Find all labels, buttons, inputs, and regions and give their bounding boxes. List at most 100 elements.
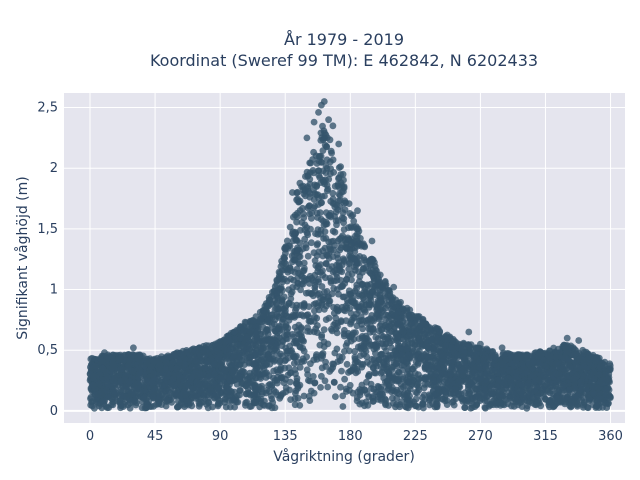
data-point xyxy=(333,345,341,353)
data-point xyxy=(324,340,332,348)
data-point xyxy=(488,352,496,360)
data-point xyxy=(300,392,308,400)
data-point xyxy=(124,351,132,359)
data-point xyxy=(296,197,304,205)
data-point xyxy=(331,182,339,190)
data-point xyxy=(307,387,315,395)
data-point xyxy=(574,400,582,408)
data-point xyxy=(319,217,327,225)
data-point xyxy=(335,197,342,205)
data-point xyxy=(420,331,428,339)
data-point xyxy=(287,290,295,298)
data-point xyxy=(393,394,401,402)
data-point xyxy=(140,395,148,402)
data-point xyxy=(471,403,479,410)
data-point xyxy=(412,402,420,410)
data-point xyxy=(400,383,407,391)
data-point xyxy=(324,252,331,260)
data-point xyxy=(351,353,359,361)
data-point xyxy=(385,370,393,377)
data-point xyxy=(567,396,575,403)
data-point xyxy=(275,275,283,283)
data-point xyxy=(294,280,302,287)
data-point xyxy=(358,363,366,371)
data-point xyxy=(403,370,411,378)
data-point xyxy=(427,336,435,344)
data-point xyxy=(338,241,345,248)
data-point xyxy=(228,397,236,405)
data-point xyxy=(88,354,96,362)
data-point xyxy=(258,318,266,326)
data-point xyxy=(350,223,358,231)
data-point xyxy=(273,281,280,288)
data-point xyxy=(357,352,364,359)
data-point xyxy=(363,353,370,360)
data-point xyxy=(250,349,258,356)
data-point xyxy=(415,386,423,394)
data-point xyxy=(448,363,456,370)
data-point xyxy=(347,320,354,328)
chart-title-line2: Koordinat (Sweref 99 TM): E 462842, N 62… xyxy=(150,51,538,70)
data-point xyxy=(313,191,320,199)
data-point xyxy=(315,171,323,179)
data-point xyxy=(309,373,317,380)
data-point xyxy=(319,271,327,279)
data-point xyxy=(278,260,286,268)
data-point xyxy=(457,367,465,375)
data-point xyxy=(361,243,369,251)
data-point xyxy=(345,224,352,232)
data-point xyxy=(381,343,388,351)
data-point xyxy=(327,158,334,166)
data-point xyxy=(308,214,315,222)
data-point xyxy=(488,388,496,396)
data-point xyxy=(291,401,299,409)
data-point xyxy=(286,378,294,386)
data-point xyxy=(246,369,254,377)
data-point xyxy=(328,149,335,157)
data-point xyxy=(367,385,375,392)
data-point xyxy=(268,311,276,318)
data-point xyxy=(347,333,355,341)
data-point xyxy=(306,175,314,183)
data-point xyxy=(355,268,362,275)
data-point xyxy=(388,364,396,371)
data-point xyxy=(233,358,241,365)
data-point xyxy=(313,351,320,358)
data-point xyxy=(272,342,280,349)
data-point xyxy=(406,401,414,409)
data-point xyxy=(321,377,329,385)
data-point xyxy=(114,356,122,364)
data-point xyxy=(281,364,289,372)
data-point xyxy=(340,199,348,207)
data-point xyxy=(464,396,471,404)
data-point xyxy=(277,392,285,400)
data-point xyxy=(527,352,535,360)
data-point xyxy=(339,403,347,410)
data-point xyxy=(390,399,397,407)
data-point xyxy=(394,376,401,384)
data-point xyxy=(317,159,325,166)
data-point xyxy=(461,389,469,396)
data-point xyxy=(270,387,278,394)
data-point xyxy=(290,213,297,221)
data-point xyxy=(294,246,301,254)
data-point xyxy=(606,365,614,372)
data-point xyxy=(486,372,494,380)
data-point xyxy=(307,159,315,167)
data-point xyxy=(204,399,212,406)
data-point xyxy=(347,235,355,243)
data-point xyxy=(267,392,275,400)
data-point xyxy=(290,352,297,360)
data-point xyxy=(473,382,481,390)
data-point xyxy=(566,402,574,410)
data-point xyxy=(487,383,495,390)
data-point xyxy=(565,358,573,365)
data-point xyxy=(378,326,386,334)
data-point xyxy=(297,336,305,343)
data-point xyxy=(299,204,306,212)
data-point xyxy=(313,183,320,190)
data-point xyxy=(315,299,322,307)
data-point xyxy=(384,385,392,393)
data-point xyxy=(414,379,422,387)
data-point xyxy=(360,264,368,272)
